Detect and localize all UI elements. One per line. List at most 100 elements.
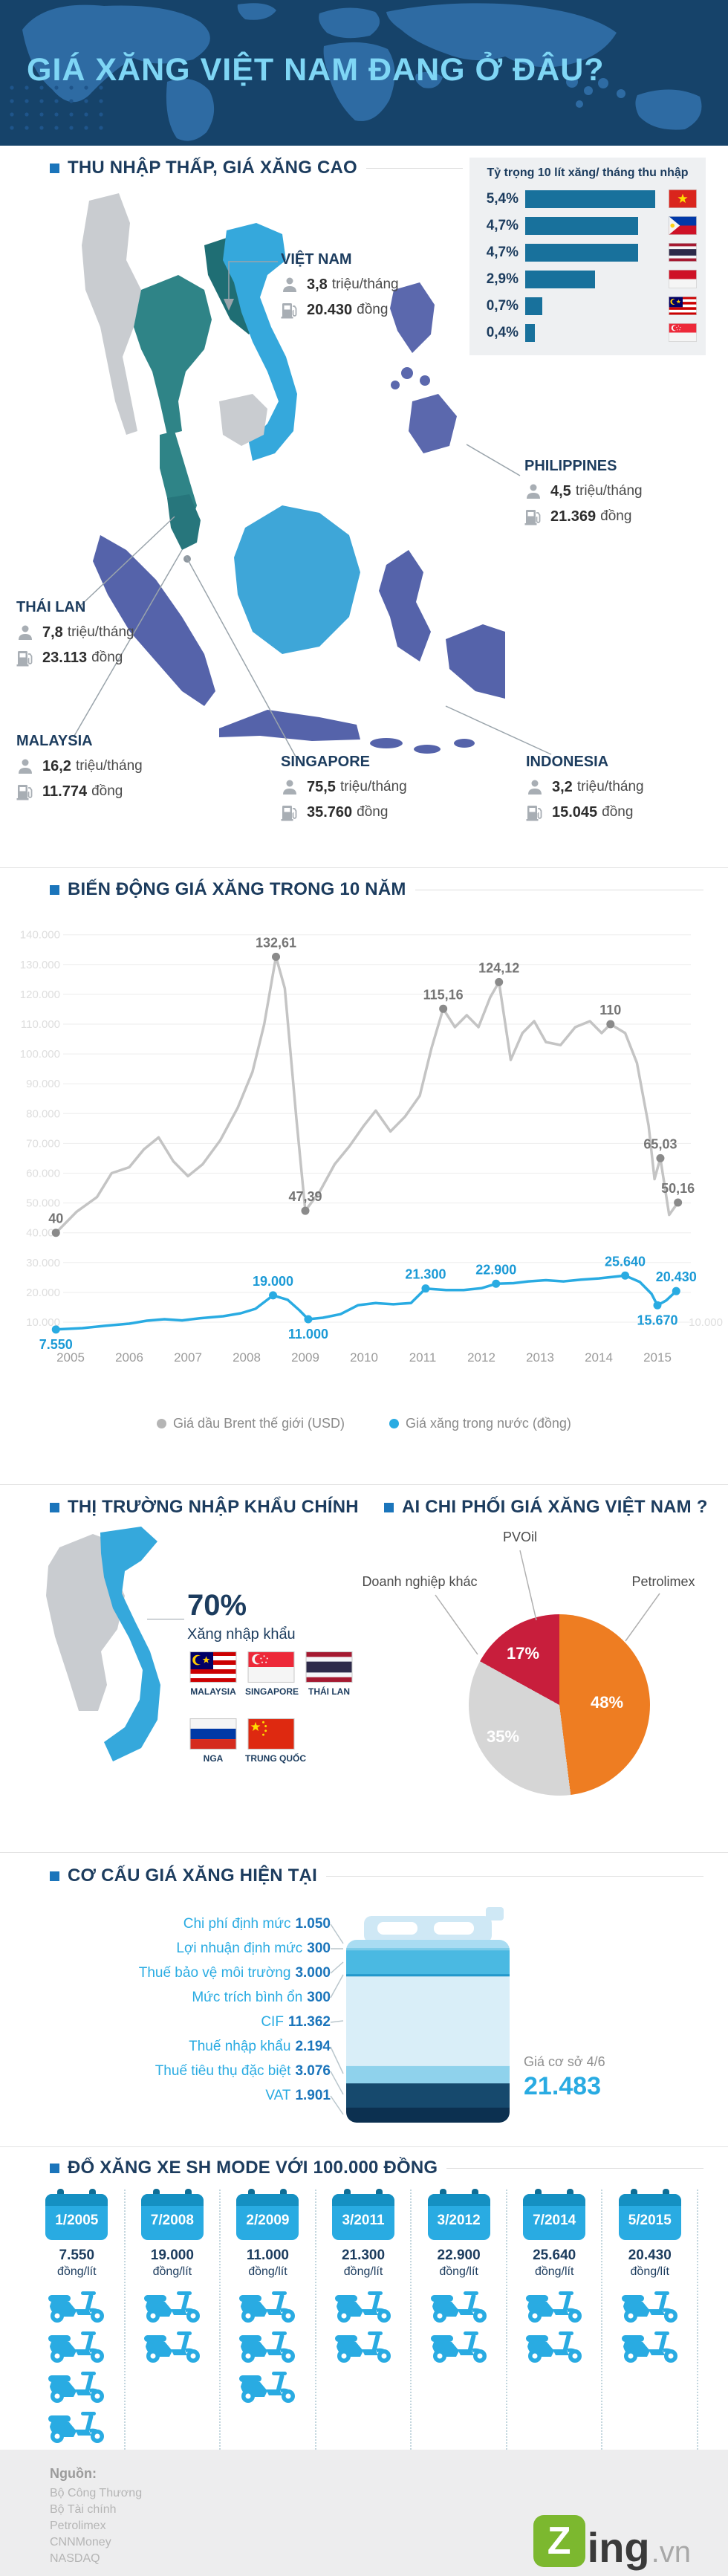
component-value: 300 — [307, 1941, 331, 1956]
price-component-row: Lợi nhuận định mức 300 — [30, 1936, 331, 1961]
data-point-dot — [492, 1279, 501, 1288]
luzon-shape — [390, 282, 435, 353]
price-row: 21.369 đồng — [524, 508, 643, 525]
section-heading-trend: BIẾN ĐỘNG GIÁ XĂNG TRONG 10 NĂM — [50, 879, 703, 900]
data-point-dot — [672, 1287, 680, 1295]
calendar-icon: 1/2005 — [45, 2189, 108, 2240]
component-label: Thuế tiêu thụ đặc biệt — [155, 2063, 291, 2079]
header: GIÁ XĂNG VIỆT NAM ĐANG Ở ĐÂU? — [0, 0, 728, 146]
price-band-stack — [346, 1940, 510, 2123]
legend-label: Giá xăng trong nước (đồng) — [405, 1416, 571, 1431]
refuel-price: 7.550 đồng/lít — [57, 2247, 97, 2278]
mindanao-shape — [409, 394, 457, 453]
pie-percent-pvoil: 17% — [507, 1644, 540, 1663]
person-icon — [19, 625, 32, 640]
country-name: THÁI LAN — [16, 599, 86, 615]
price-component-row: CIF 11.362 — [30, 2010, 331, 2034]
section-title: THỊ TRƯỜNG NHẬP KHẨU CHÍNH — [68, 1497, 359, 1517]
calendar-top — [427, 2194, 490, 2206]
section-title: CƠ CẤU GIÁ XĂNG HIỆN TẠI — [68, 1865, 317, 1886]
refuel-price: 25.640 đồng/lít — [533, 2247, 576, 2278]
refuel-column: 3/2011 21.300 đồng/lít — [316, 2189, 412, 2450]
svg-text:50.000: 50.000 — [26, 1197, 60, 1210]
country-name: SINGAPORE — [281, 754, 371, 770]
brent-legend-dot-icon — [157, 1419, 167, 1428]
heading-bullet-icon — [50, 163, 59, 173]
scooter-icon — [430, 2291, 487, 2323]
country-name: VIỆT NAM — [281, 251, 352, 268]
calendar-icon: 7/2014 — [523, 2189, 586, 2240]
income-row: 3,8 triệu/tháng — [281, 276, 399, 294]
heading-bullet-icon — [50, 1871, 59, 1881]
svg-text:2007: 2007 — [174, 1350, 202, 1365]
refuel-price: 19.000 đồng/lít — [150, 2247, 194, 2278]
singapore-flag-icon — [247, 1651, 295, 1683]
price-component-row: VAT 1.901 — [30, 2083, 331, 2108]
refuel-price: 11.000 đồng/lít — [246, 2247, 289, 2278]
data-point-label: 15.670 — [637, 1313, 677, 1327]
section-divider — [0, 2146, 728, 2147]
income-bar-row: 4,7% — [477, 243, 697, 262]
flag-label: THÁI LAN — [308, 1686, 350, 1697]
component-value: 1.901 — [295, 2088, 331, 2103]
component-value: 3.000 — [295, 1965, 331, 1981]
scooter-stack — [30, 2286, 124, 2444]
myanmar-shape — [82, 193, 141, 435]
borneo-shape — [234, 505, 360, 654]
calendar-date: 7/2014 — [533, 2213, 576, 2228]
malaysia-flag-icon — [669, 297, 697, 315]
fuel-pump-icon — [16, 785, 33, 800]
scooter-icon — [48, 2331, 105, 2363]
scooter-icon — [430, 2331, 487, 2363]
section-heading-structure: CƠ CẤU GIÁ XĂNG HIỆN TẠI — [50, 1865, 703, 1886]
bar-flag — [669, 297, 697, 315]
data-point-dot — [674, 1198, 683, 1207]
svg-text:2014: 2014 — [585, 1350, 613, 1365]
svg-text:2005: 2005 — [56, 1350, 85, 1365]
svg-text:2008: 2008 — [233, 1350, 261, 1365]
price-band — [346, 1950, 510, 1975]
source-item: Bộ Tài chính — [50, 2503, 117, 2516]
component-value: 11.362 — [287, 2014, 331, 2030]
brent-price-line — [54, 955, 680, 1234]
price-component-row: Thuế nhập khẩu 2.194 — [30, 2034, 331, 2059]
flag-label: NGA — [203, 1753, 224, 1764]
thailand-flag-icon — [305, 1651, 353, 1683]
price-row: 35.760 đồng — [281, 803, 407, 821]
calendar-icon: 7/2008 — [140, 2189, 204, 2240]
singapore-flag-icon — [245, 1651, 297, 1683]
scooter-icon — [526, 2331, 582, 2363]
svg-text:2011: 2011 — [409, 1350, 437, 1365]
pie-label-petrolimex: Petrolimex — [631, 1574, 695, 1589]
data-point-dot — [653, 1301, 662, 1310]
malaysia-flag-icon — [189, 1651, 237, 1683]
component-label: Mức trích bình ổn — [192, 1990, 303, 2005]
section-heading-refuel: ĐỔ XĂNG XE SH MODE VỚI 100.000 ĐỒNG — [50, 2158, 703, 2178]
pie-percent-other: 35% — [487, 1727, 520, 1746]
heading-bullet-icon — [50, 1502, 59, 1512]
price-band — [346, 1948, 510, 1951]
country-name: MALAYSIA — [16, 733, 93, 749]
data-point-dot — [301, 1206, 310, 1215]
section-divider — [0, 867, 728, 868]
data-point-label: 65,03 — [643, 1136, 677, 1151]
data-point-dot — [421, 1284, 430, 1293]
price-unit: đồng — [357, 302, 389, 317]
country-name: INDONESIA — [526, 754, 609, 770]
data-point-label: 7.550 — [39, 1337, 73, 1352]
component-value: 3.076 — [295, 2063, 331, 2079]
section-title: ĐỔ XĂNG XE SH MODE VỚI 100.000 ĐỒNG — [68, 2158, 438, 2178]
price-component-row: Thuế bảo vệ môi trường 3.000 — [30, 1961, 331, 1985]
pie-percent-petrolimex: 48% — [591, 1693, 624, 1712]
svg-text:20.000: 20.000 — [26, 1287, 60, 1299]
income-row: 16,2 triệu/tháng — [16, 757, 143, 775]
fuel-pump-icon — [526, 806, 542, 821]
source-item: Bộ Công Thương — [50, 2487, 143, 2499]
calendar-date: 3/2012 — [437, 2213, 481, 2228]
scooter-stack — [507, 2286, 602, 2363]
source-list: Bộ Công Thương Bộ Tài chính Petrolimex CNNM… — [50, 2485, 142, 2567]
price-band — [346, 2107, 510, 2123]
person-icon — [19, 759, 32, 774]
income-bar-row: 4,7% — [477, 216, 697, 235]
